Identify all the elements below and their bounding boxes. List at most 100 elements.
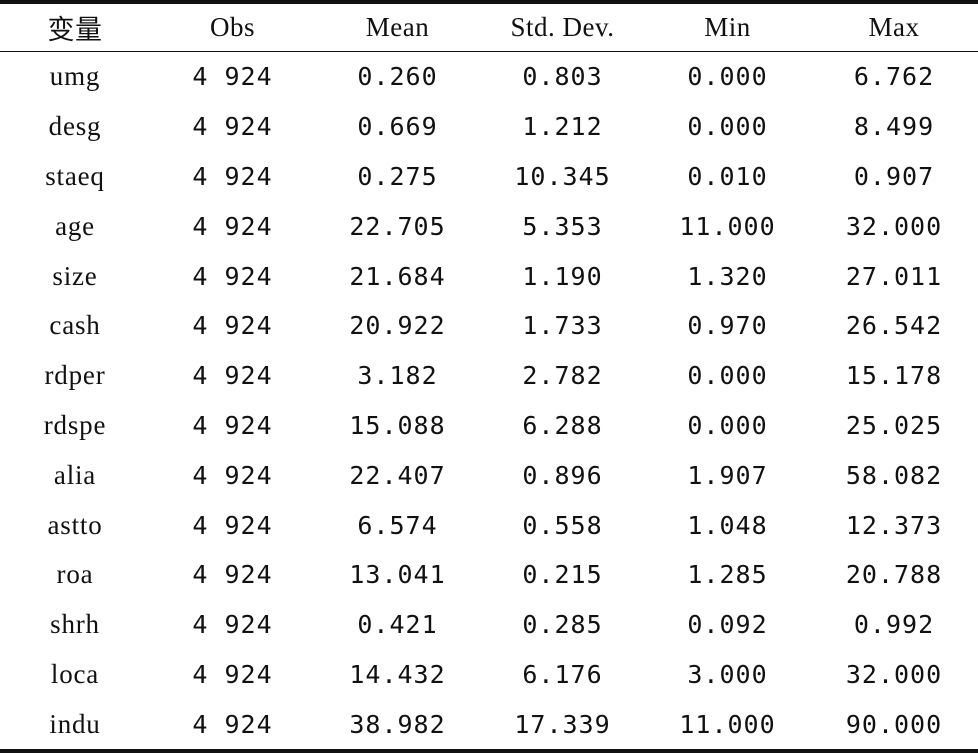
table-body: umg 4 924 0.260 0.803 0.000 6.762 desg 4 924 0.6…: [0, 52, 978, 752]
cell-mean: 20.922: [349, 311, 446, 341]
cell-min: 0.000: [687, 62, 768, 92]
cell-min: 0.970: [687, 311, 768, 341]
cell-mean: 0.421: [357, 610, 438, 640]
cell-variable: alia: [53, 459, 97, 490]
cell-std-dev: 17.339: [514, 709, 611, 739]
cell-variable: shrh: [50, 609, 100, 640]
cell-min: 0.000: [687, 112, 768, 142]
cell-max: 8.499: [853, 112, 935, 142]
cell-variable: size: [52, 260, 98, 291]
table-row: indu 4 924 38.982 17.339 11.000 90.000: [0, 699, 978, 752]
cell-min: 0.000: [687, 361, 768, 391]
cell-obs: 4 924: [192, 709, 273, 739]
cell-max: 0.907: [853, 161, 935, 191]
cell-mean: 0.260: [357, 62, 438, 92]
cell-min: 1.048: [687, 510, 768, 540]
table-row: desg 4 924 0.669 1.212 0.000 8.499: [0, 102, 978, 152]
cell-max: 15.178: [845, 361, 943, 391]
header-mean: Mean: [365, 12, 430, 42]
cell-max: 32.000: [845, 659, 943, 689]
header-obs: Obs: [209, 12, 255, 42]
cell-mean: 22.407: [349, 460, 446, 490]
cell-std-dev: 6.176: [522, 659, 603, 689]
table-row: rdper 4 924 3.182 2.782 0.000 15.178: [0, 351, 978, 401]
cell-std-dev: 1.733: [522, 311, 603, 341]
cell-mean: 15.088: [349, 410, 446, 440]
cell-mean: 0.275: [357, 161, 438, 191]
cell-max: 90.000: [845, 709, 943, 739]
table-row: rdspe 4 924 15.088 6.288 0.000 25.025: [0, 401, 978, 451]
cell-std-dev: 0.803: [522, 62, 603, 92]
cell-std-dev: 0.896: [522, 460, 603, 490]
cell-obs: 4 924: [192, 62, 273, 92]
cell-max: 32.000: [845, 211, 943, 241]
cell-mean: 21.684: [349, 261, 446, 291]
cell-std-dev: 1.212: [522, 112, 603, 142]
cell-obs: 4 924: [192, 659, 273, 689]
header-row: 变量 Obs Mean Std. Dev. Min Max: [0, 2, 978, 52]
cell-variable: rdper: [44, 360, 106, 391]
cell-mean: 13.041: [349, 560, 446, 590]
table-row: roa 4 924 13.041 0.215 1.285 20.788: [0, 550, 978, 600]
cell-variable: astto: [47, 509, 103, 540]
cell-std-dev: 5.353: [522, 211, 603, 241]
cell-variable: staeq: [45, 160, 105, 191]
cell-min: 1.907: [687, 460, 768, 490]
cell-min: 11.000: [679, 211, 776, 241]
cell-variable: rdspe: [43, 409, 107, 440]
cell-obs: 4 924: [192, 211, 273, 241]
table-row: cash 4 924 20.922 1.733 0.970 26.542: [0, 301, 978, 351]
table-row: loca 4 924 14.432 6.176 3.000 32.000: [0, 650, 978, 700]
cell-mean: 3.182: [357, 361, 438, 391]
cell-std-dev: 10.345: [514, 161, 611, 191]
cell-mean: 38.982: [349, 709, 446, 739]
cell-variable: loca: [50, 658, 100, 689]
cell-max: 0.992: [853, 610, 935, 640]
table-row: size 4 924 21.684 1.190 1.320 27.011: [0, 251, 978, 301]
cell-std-dev: 0.558: [522, 510, 603, 540]
cell-variable: roa: [56, 559, 94, 590]
cell-obs: 4 924: [192, 510, 273, 540]
table-row: age 4 924 22.705 5.353 11.000 32.000: [0, 201, 978, 251]
cell-obs: 4 924: [192, 560, 273, 590]
table-header: 变量 Obs Mean Std. Dev. Min Max: [0, 2, 978, 52]
table-row: staeq 4 924 0.275 10.345 0.010 0.907: [0, 152, 978, 202]
cell-std-dev: 2.782: [522, 361, 603, 391]
table-row: shrh 4 924 0.421 0.285 0.092 0.992: [0, 600, 978, 650]
cell-std-dev: 0.215: [522, 560, 603, 590]
cell-min: 11.000: [679, 709, 776, 739]
cell-max: 26.542: [845, 311, 943, 341]
cell-obs: 4 924: [192, 311, 273, 341]
cell-min: 3.000: [687, 659, 768, 689]
cell-max: 6.762: [853, 62, 935, 92]
header-std-dev: Std. Dev.: [510, 12, 615, 42]
cell-mean: 0.669: [357, 112, 438, 142]
cell-max: 20.788: [845, 560, 943, 590]
cell-mean: 6.574: [357, 510, 438, 540]
cell-min: 1.285: [687, 560, 768, 590]
cell-obs: 4 924: [192, 361, 273, 391]
cell-variable: age: [55, 210, 95, 241]
cell-variable: desg: [48, 111, 102, 142]
cell-min: 0.000: [687, 410, 768, 440]
table-row: astto 4 924 6.574 0.558 1.048 12.373: [0, 500, 978, 550]
cell-min: 1.320: [687, 261, 768, 291]
table-row: alia 4 924 22.407 0.896 1.907 58.082: [0, 450, 978, 500]
cell-obs: 4 924: [192, 460, 273, 490]
cell-max: 12.373: [845, 510, 943, 540]
cell-std-dev: 0.285: [522, 610, 603, 640]
cell-obs: 4 924: [192, 410, 273, 440]
cell-mean: 22.705: [349, 211, 446, 241]
cell-obs: 4 924: [192, 610, 273, 640]
cell-std-dev: 6.288: [522, 410, 603, 440]
cell-obs: 4 924: [192, 161, 273, 191]
cell-max: 25.025: [845, 410, 943, 440]
cell-mean: 14.432: [349, 659, 446, 689]
cell-variable: indu: [49, 708, 101, 739]
table-row: umg 4 924 0.260 0.803 0.000 6.762: [0, 52, 978, 102]
cell-min: 0.092: [687, 610, 768, 640]
header-max: Max: [868, 12, 920, 42]
cell-std-dev: 1.190: [522, 261, 603, 291]
cell-variable: cash: [49, 310, 101, 341]
